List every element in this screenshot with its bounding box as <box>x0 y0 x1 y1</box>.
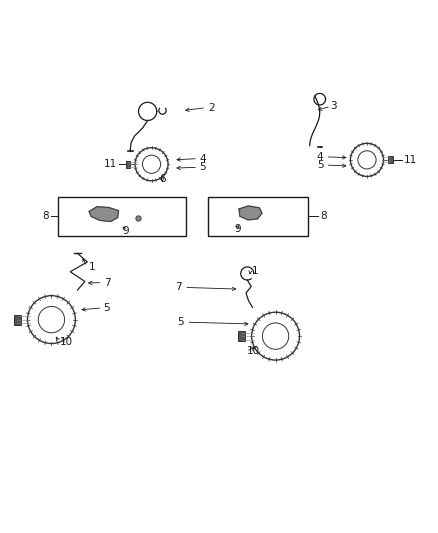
Text: 8: 8 <box>321 212 327 221</box>
Text: 10: 10 <box>60 337 73 347</box>
Polygon shape <box>126 161 131 168</box>
Text: 2: 2 <box>208 103 215 112</box>
Polygon shape <box>14 314 21 325</box>
Text: 3: 3 <box>330 101 337 111</box>
Text: 5: 5 <box>199 162 206 172</box>
Polygon shape <box>388 156 393 163</box>
Text: 11: 11 <box>103 159 117 169</box>
Text: 7: 7 <box>104 278 110 288</box>
Text: 5: 5 <box>317 160 323 170</box>
Text: 4: 4 <box>317 152 323 162</box>
Text: 1: 1 <box>88 262 95 271</box>
Text: 10: 10 <box>247 346 261 357</box>
Bar <box>208 197 308 236</box>
Text: 7: 7 <box>175 282 182 293</box>
Text: 9: 9 <box>234 224 241 234</box>
Polygon shape <box>238 331 245 341</box>
Text: 5: 5 <box>104 303 110 313</box>
Bar <box>58 197 186 236</box>
Text: 5: 5 <box>177 317 184 327</box>
Text: 6: 6 <box>159 174 166 184</box>
Polygon shape <box>239 206 262 220</box>
Text: 11: 11 <box>404 155 417 165</box>
Text: 8: 8 <box>42 212 48 221</box>
Text: 9: 9 <box>122 226 129 236</box>
Polygon shape <box>89 207 119 222</box>
Text: 4: 4 <box>199 154 206 164</box>
Text: 1: 1 <box>252 266 258 276</box>
